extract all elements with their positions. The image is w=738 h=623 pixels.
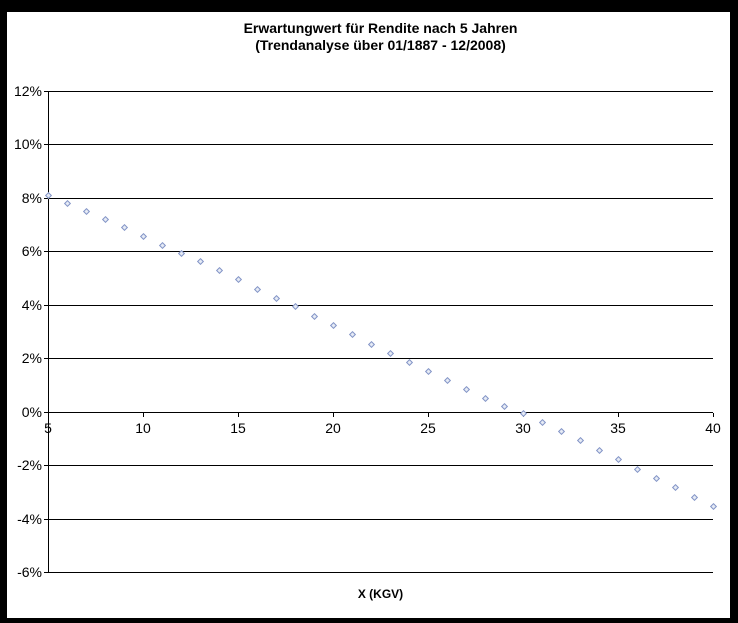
data-point-marker [291, 303, 299, 311]
x-axis-tick-label: 20 [325, 419, 341, 436]
y-axis-tick [44, 251, 48, 253]
y-axis-tick-label: 4% [21, 296, 42, 313]
frame-border-bottom [0, 618, 738, 623]
x-axis-tick-label: 10 [135, 419, 151, 436]
data-point-marker [158, 241, 166, 249]
x-axis-tick [618, 412, 619, 417]
x-axis-tick [713, 412, 714, 417]
gridline [48, 358, 713, 360]
data-point-marker [139, 233, 147, 241]
data-point-marker [500, 402, 508, 410]
gridline [48, 411, 713, 413]
y-axis-tick-label: 6% [21, 243, 42, 260]
data-point-marker [310, 312, 318, 320]
x-axis-tick [238, 412, 239, 417]
x-axis-tick-label: 15 [230, 419, 246, 436]
data-point-marker [481, 394, 489, 402]
y-axis-tick [44, 518, 48, 520]
data-point-marker [386, 349, 394, 357]
x-axis-tick [143, 412, 144, 417]
y-axis-tick-label: 12% [13, 83, 42, 99]
x-axis-tick-label: 35 [610, 419, 626, 436]
gridline [48, 304, 713, 306]
y-axis-tick [44, 465, 48, 467]
data-point-marker [424, 367, 432, 375]
data-point-marker [329, 321, 337, 329]
data-point-marker [196, 257, 204, 266]
data-point-marker [671, 484, 679, 492]
y-axis-tick [44, 197, 48, 199]
data-point-marker [234, 276, 242, 284]
data-point-marker [120, 223, 128, 231]
x-axis-tick-label: 5 [44, 419, 52, 436]
chart-title-line2: (Trendanalyse über 01/1887 - 12/2008) [255, 37, 506, 53]
y-axis-tick-label: -6% [17, 564, 42, 580]
data-point-marker [614, 456, 622, 464]
y-axis-tick-label: 2% [21, 350, 42, 367]
data-point-marker [348, 331, 356, 339]
data-point-marker [443, 376, 451, 384]
y-axis-tick-label: 8% [21, 189, 42, 206]
chart-title-line1: Erwartungwert für Rendite nach 5 Jahren [243, 20, 518, 36]
data-point-marker [462, 385, 470, 394]
y-axis-tick [44, 144, 48, 146]
x-axis-tick [48, 412, 49, 417]
data-point-marker [101, 215, 109, 223]
y-axis-tick-label: 10% [13, 136, 42, 153]
gridline [48, 572, 713, 573]
y-axis-tick-label: -2% [17, 457, 42, 474]
y-axis-line [48, 91, 49, 573]
y-axis-tick [44, 358, 48, 360]
data-point-marker [253, 285, 261, 293]
gridline [48, 91, 713, 92]
gridline [48, 144, 713, 146]
data-point-marker [557, 428, 565, 436]
y-axis-tick-label: -4% [17, 510, 42, 527]
x-axis-tick-label: 25 [420, 419, 436, 436]
x-axis-tick-label: 40 [705, 419, 721, 436]
data-point-marker [405, 358, 413, 366]
x-axis-tick [333, 412, 334, 417]
data-point-marker [633, 465, 641, 473]
data-point-marker [652, 474, 660, 483]
data-point-marker [63, 199, 71, 207]
x-axis-tick [428, 412, 429, 417]
gridline [48, 251, 713, 253]
data-point-marker [709, 502, 717, 510]
x-axis-tick-label: 30 [515, 419, 531, 436]
y-axis-tick [44, 411, 48, 413]
x-axis-title: X (KGV) [357, 587, 404, 601]
chart-title: Erwartungwert für Rendite nach 5 Jahren … [48, 20, 713, 54]
data-point-marker [367, 340, 375, 348]
y-axis-tick [44, 304, 48, 306]
y-axis-tick-label: 0% [21, 403, 42, 420]
gridline [48, 518, 713, 520]
y-axis-tick [44, 91, 48, 92]
data-point-marker [595, 446, 603, 454]
data-point-marker [690, 493, 698, 501]
frame-border-top [0, 0, 738, 12]
data-point-marker [576, 436, 584, 445]
y-axis-tick [44, 572, 48, 573]
data-point-marker [215, 267, 223, 275]
gridline [48, 465, 713, 467]
data-point-marker [519, 410, 527, 418]
frame-border-right [730, 0, 738, 623]
gridline [48, 197, 713, 199]
data-point-marker [82, 207, 90, 215]
data-point-marker [272, 294, 280, 302]
frame-border-left [0, 0, 7, 623]
